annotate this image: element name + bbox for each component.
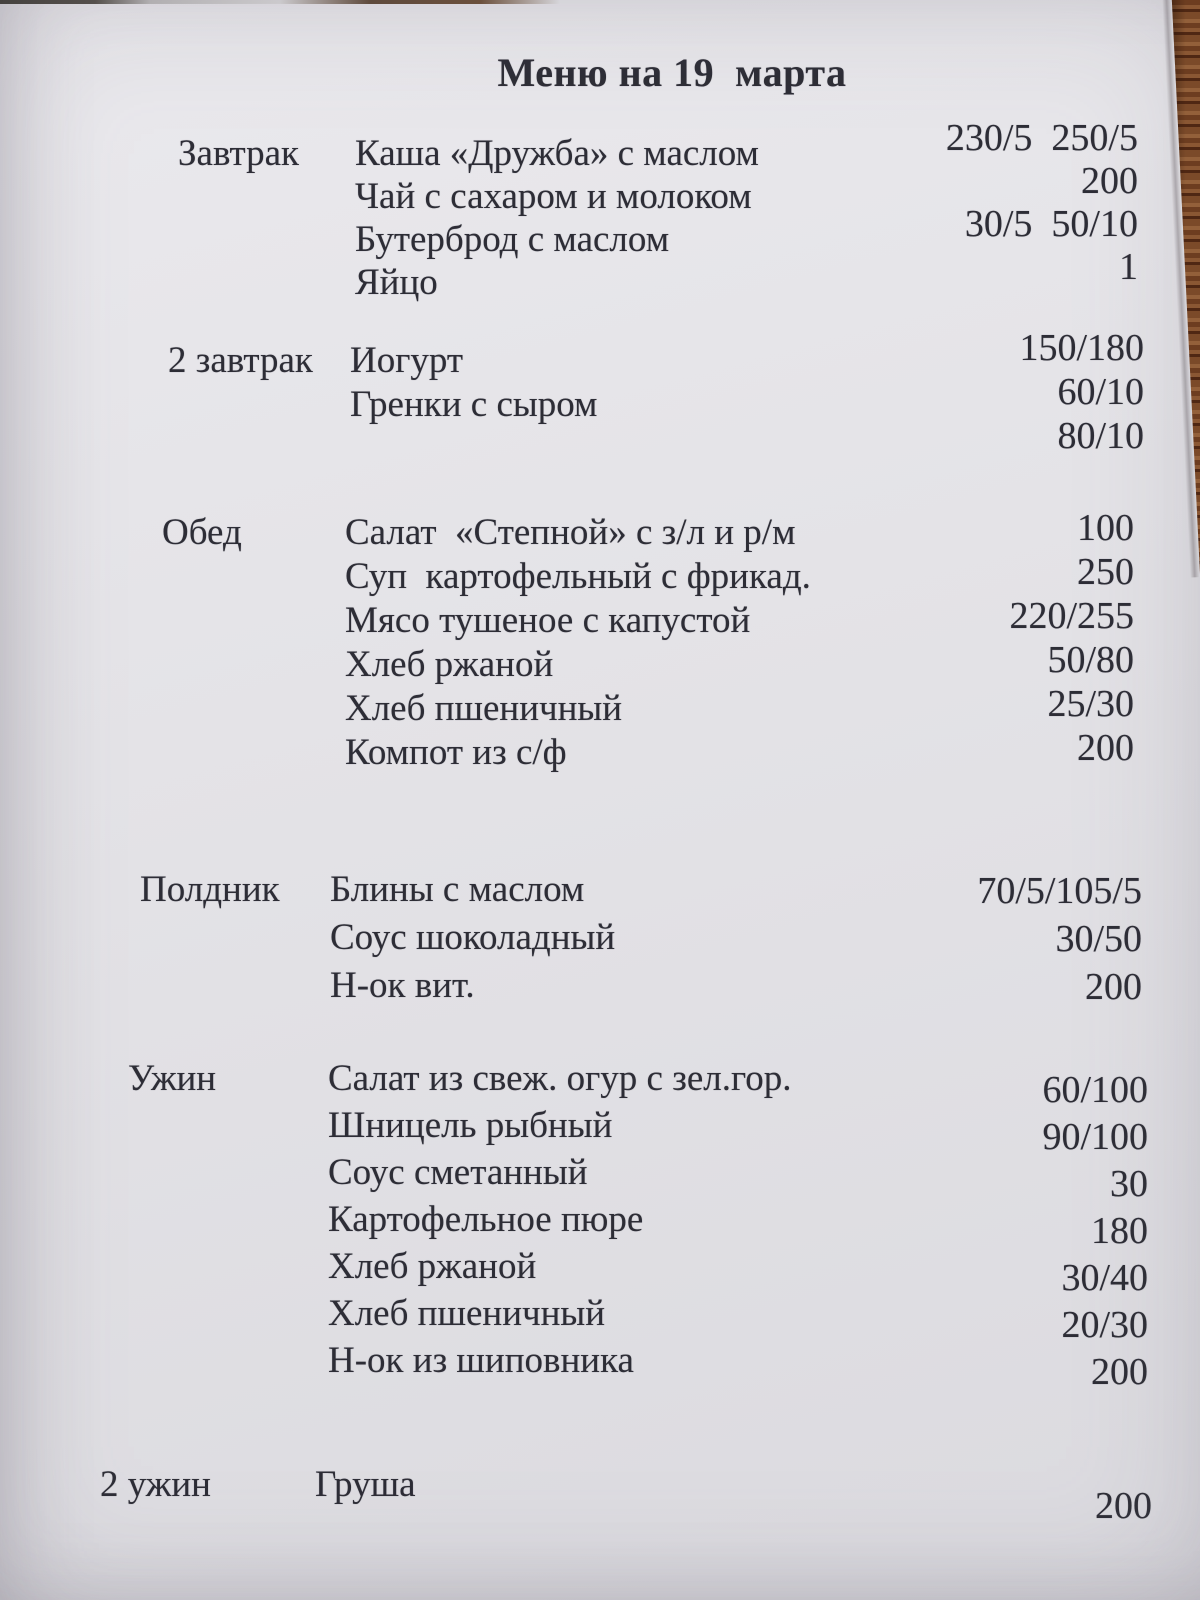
menu-item-row: Хлеб пшеничный 20/30 [0,1290,1200,1346]
menu-item-row: Н-ок вит. 200 [0,961,1200,1009]
dish-name: Мясо тушеное с капустой [345,600,751,641]
dish-name: Чай с сахаром и молоком [355,176,752,217]
menu-item-row: Суп картофельный с фрикад. 250 [0,551,1200,598]
menu-item-row: Н-ок из шиповника 200 [0,1337,1200,1393]
menu-item-row: 2 завтрак Иогурт 150/180 [0,327,1200,382]
menu-sections: Завтрак Каша «Дружба» с маслом 230/5 250… [0,117,1200,1527]
dish-name: Салат из свеж. огур с зел.гор. [328,1058,792,1099]
dish-name: Каша «Дружба» с маслом [355,133,759,174]
portion-value: 100 [1077,507,1134,549]
portion-value: 200 [1091,1351,1148,1393]
dish-name: Яйцо [355,262,438,303]
menu-item-row: Мясо тушеное с капустой 220/255 [0,595,1200,642]
menu-item-row: Завтрак Каша «Дружба» с маслом 230/5 250… [0,117,1200,175]
meal-label: 2 ужин [100,1464,211,1505]
menu-item-row: Ужин Салат из свеж. огур с зел.гор. 60/1… [0,1055,1200,1111]
dish-name: Салат «Степной» с з/л и р/м [345,512,796,553]
portion-value: 1 [1119,246,1138,288]
portion-value: 230/5 250/5 [945,117,1138,159]
portion-value: 60/100 [1042,1069,1148,1111]
portion-value: 200 [1081,160,1138,202]
portion-value: 250 [1077,551,1134,593]
portion-value: 200 [1095,1485,1152,1527]
dish-name: Хлеб ржаной [345,644,554,685]
portion-value: 80/10 [1057,415,1144,457]
menu-item-row: Хлеб ржаной 30/40 [0,1243,1200,1299]
menu-item-row: Бутерброд с маслом 30/5 50/10 [0,203,1200,261]
dish-name: Бутерброд с маслом [355,219,670,260]
dish-name: Иогурт [350,340,464,381]
menu-item-row: Картофельное пюре 180 [0,1196,1200,1252]
menu-item-row: Хлеб ржаной 50/80 [0,639,1200,686]
dish-name: Н-ок из шиповника [328,1340,634,1381]
meal-section-0: Завтрак Каша «Дружба» с маслом 230/5 250… [0,117,1200,304]
menu-item-row: Соус сметанный 30 [0,1149,1200,1205]
dish-name: Компот из с/ф [345,732,567,773]
portion-value: 150/180 [1019,327,1144,369]
portion-value: 60/10 [1057,371,1144,413]
menu-item-row: Компот из с/ф 200 [0,727,1200,774]
dish-name: Соус шоколадный [330,917,616,958]
menu-item-row: Яйцо 1 [0,246,1200,304]
meal-section-4: Ужин Салат из свеж. огур с зел.гор. 60/1… [0,1055,1200,1393]
portion-value: 200 [1085,966,1142,1008]
dish-name: Хлеб пшеничный [328,1293,606,1334]
menu-item-row: Гренки с сыром 60/10 [0,371,1200,426]
meal-label: 2 завтрак [168,340,313,381]
portion-value: 70/5/105/5 [977,870,1142,912]
portion-value: 20/30 [1061,1304,1148,1346]
dish-name: Гренки с сыром [350,384,598,425]
meal-section-2: Обед Салат «Степной» с з/л и р/м 100 Суп… [0,507,1200,774]
portion-value: 90/100 [1042,1116,1148,1158]
menu-item-row: Полдник Блины с маслом 70/5/105/5 [0,865,1200,913]
menu-item-row: 80/10 [0,415,1200,470]
menu-item-row: 2 ужин Груша 200 [0,1462,1200,1527]
portion-value: 25/30 [1047,683,1134,725]
menu-item-row: Соус шоколадный 30/50 [0,913,1200,961]
menu-item-row: Хлеб пшеничный 25/30 [0,683,1200,730]
portion-value: 30/50 [1055,918,1142,960]
dish-name: Хлеб пшеничный [345,688,623,729]
dish-name: Н-ок вит. [330,965,475,1006]
dish-name: Суп картофельный с фрикад. [345,556,811,597]
dish-name: Груша [315,1464,416,1505]
meal-section-5: 2 ужин Груша 200 [0,1462,1200,1527]
portion-value: 30 [1110,1163,1148,1205]
meal-section-1: 2 завтрак Иогурт 150/180 Гренки с сыром … [0,327,1200,470]
portion-value: 30/40 [1061,1257,1148,1299]
meal-label: Завтрак [178,133,300,174]
portion-value: 50/80 [1047,639,1134,681]
dish-name: Блины с маслом [330,869,585,910]
menu-item-row: Обед Салат «Степной» с з/л и р/м 100 [0,507,1200,554]
meal-label: Ужин [128,1058,217,1099]
dish-name: Соус сметанный [328,1152,588,1193]
portion-value: 180 [1091,1210,1148,1252]
page-title: Меню на 19 марта [497,50,847,95]
menu-item-row: Чай с сахаром и молоком 200 [0,160,1200,218]
dish-name: Картофельное пюре [328,1199,644,1240]
portion-value: 200 [1077,727,1134,769]
dish-name: Хлеб ржаной [328,1246,537,1287]
dish-name: Шницель рыбный [328,1105,613,1146]
portion-value: 220/255 [1009,595,1134,637]
meal-label: Обед [162,512,242,553]
table-edge-top [0,0,560,4]
meal-section-3: Полдник Блины с маслом 70/5/105/5 Соус ш… [0,865,1200,1009]
menu-item-row: Шницель рыбный 90/100 [0,1102,1200,1158]
portion-value: 30/5 50/10 [964,203,1138,245]
meal-label: Полдник [140,869,280,910]
